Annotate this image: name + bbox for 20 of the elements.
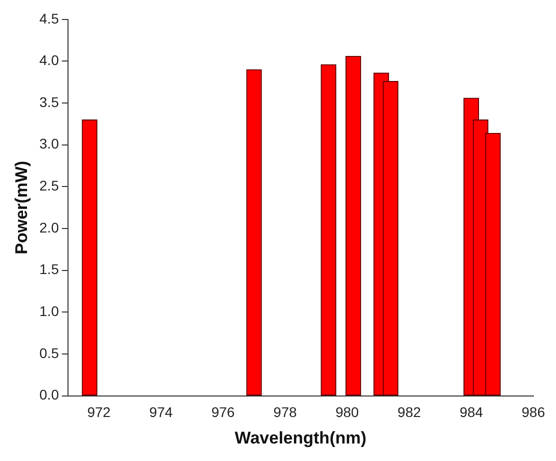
y-tick-label: 0.5 [39, 344, 60, 361]
y-tick-label: 4.5 [39, 10, 60, 26]
x-tick-label: 976 [211, 404, 235, 420]
x-tick-label: 980 [335, 404, 360, 420]
y-tick-label: 1.5 [39, 261, 60, 278]
x-tick-label: 974 [149, 404, 173, 420]
y-tick-label: 1.0 [39, 303, 60, 320]
y-tick-label: 3.0 [39, 136, 60, 152]
y-tick-label: 0.0 [39, 386, 60, 403]
x-axis-title: Wavelength(nm) [234, 428, 366, 448]
x-tick-label: 984 [460, 404, 484, 420]
y-tick-label: 3.5 [39, 94, 60, 110]
y-tick-label: 2.0 [39, 219, 60, 236]
x-tick-label: 978 [273, 404, 297, 420]
x-tick-label: 982 [398, 404, 422, 420]
x-tick-label: 972 [87, 404, 111, 420]
y-tick-label: 2.5 [39, 178, 60, 194]
x-tick-label: 986 [522, 404, 546, 420]
y-axis-title: Power(mW) [12, 160, 31, 254]
y-tick-label: 4.0 [39, 52, 60, 68]
